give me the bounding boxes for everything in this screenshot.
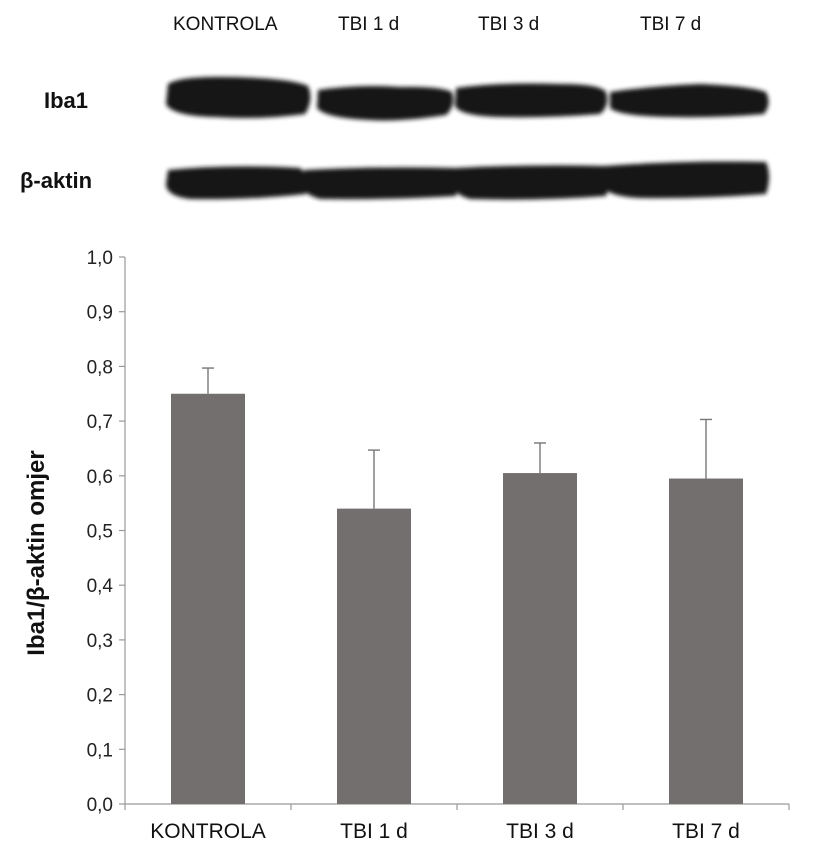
y-tick-label: 0,4 — [87, 576, 114, 597]
blot-bands — [166, 76, 769, 200]
y-tick-label: 1,0 — [87, 248, 113, 269]
x-category-label: KONTROLA — [150, 820, 266, 843]
lane-label-tbi-1d: TBI 1 d — [338, 14, 400, 35]
band-actin-tbi-1d — [302, 167, 458, 200]
band-iba1-tbi-3d — [455, 83, 608, 118]
y-tick-label: 0,0 — [87, 795, 113, 816]
iba1-band-row — [166, 76, 769, 121]
bar-kontrola — [171, 393, 245, 804]
beta-aktin-band-row — [166, 161, 769, 200]
bar-tbi-7-d — [669, 478, 743, 804]
lane-label-tbi-3d: TBI 3 d — [478, 14, 540, 35]
y-tick-label: 0,6 — [87, 467, 113, 488]
y-tick-label: 0,8 — [87, 357, 113, 378]
chart-bars — [171, 393, 743, 804]
y-tick-label: 0,1 — [87, 740, 113, 761]
row-label-beta-aktin: β-aktin — [20, 168, 93, 193]
y-tick-label: 0,9 — [87, 303, 113, 324]
band-iba1-tbi-1d — [317, 86, 454, 121]
x-category-label: TBI 7 d — [672, 820, 740, 843]
band-iba1-tbi-7d — [610, 84, 769, 118]
row-label-iba1: Iba1 — [44, 88, 89, 113]
band-actin-tbi-3d — [452, 165, 609, 200]
x-category-label: TBI 3 d — [506, 820, 574, 843]
band-actin-kontrola — [166, 166, 308, 200]
bar-tbi-3-d — [503, 473, 577, 804]
y-tick-label: 0,7 — [87, 412, 113, 433]
band-actin-tbi-7d — [601, 161, 769, 199]
band-iba1-kontrola — [166, 76, 311, 118]
bar-tbi-1-d — [337, 508, 411, 804]
y-tick-label: 0,3 — [87, 631, 113, 652]
x-category-labels: KONTROLA TBI 1 d TBI 3 d TBI 7 d — [150, 820, 740, 843]
y-tick-label: 0,2 — [87, 686, 113, 707]
lane-label-kontrola: KONTROLA — [173, 14, 278, 35]
x-category-label: TBI 1 d — [340, 820, 408, 843]
y-tick-label: 0,5 — [87, 522, 113, 543]
chart-error-bars — [202, 367, 712, 509]
lane-label-tbi-7d: TBI 7 d — [640, 14, 702, 35]
y-tick-labels: 0,0 0,1 0,2 0,3 0,4 0,5 0,6 0,7 0,8 0,9 1,0 — [87, 248, 114, 816]
y-axis-label: Iba1/β-aktin omjer — [23, 450, 50, 655]
